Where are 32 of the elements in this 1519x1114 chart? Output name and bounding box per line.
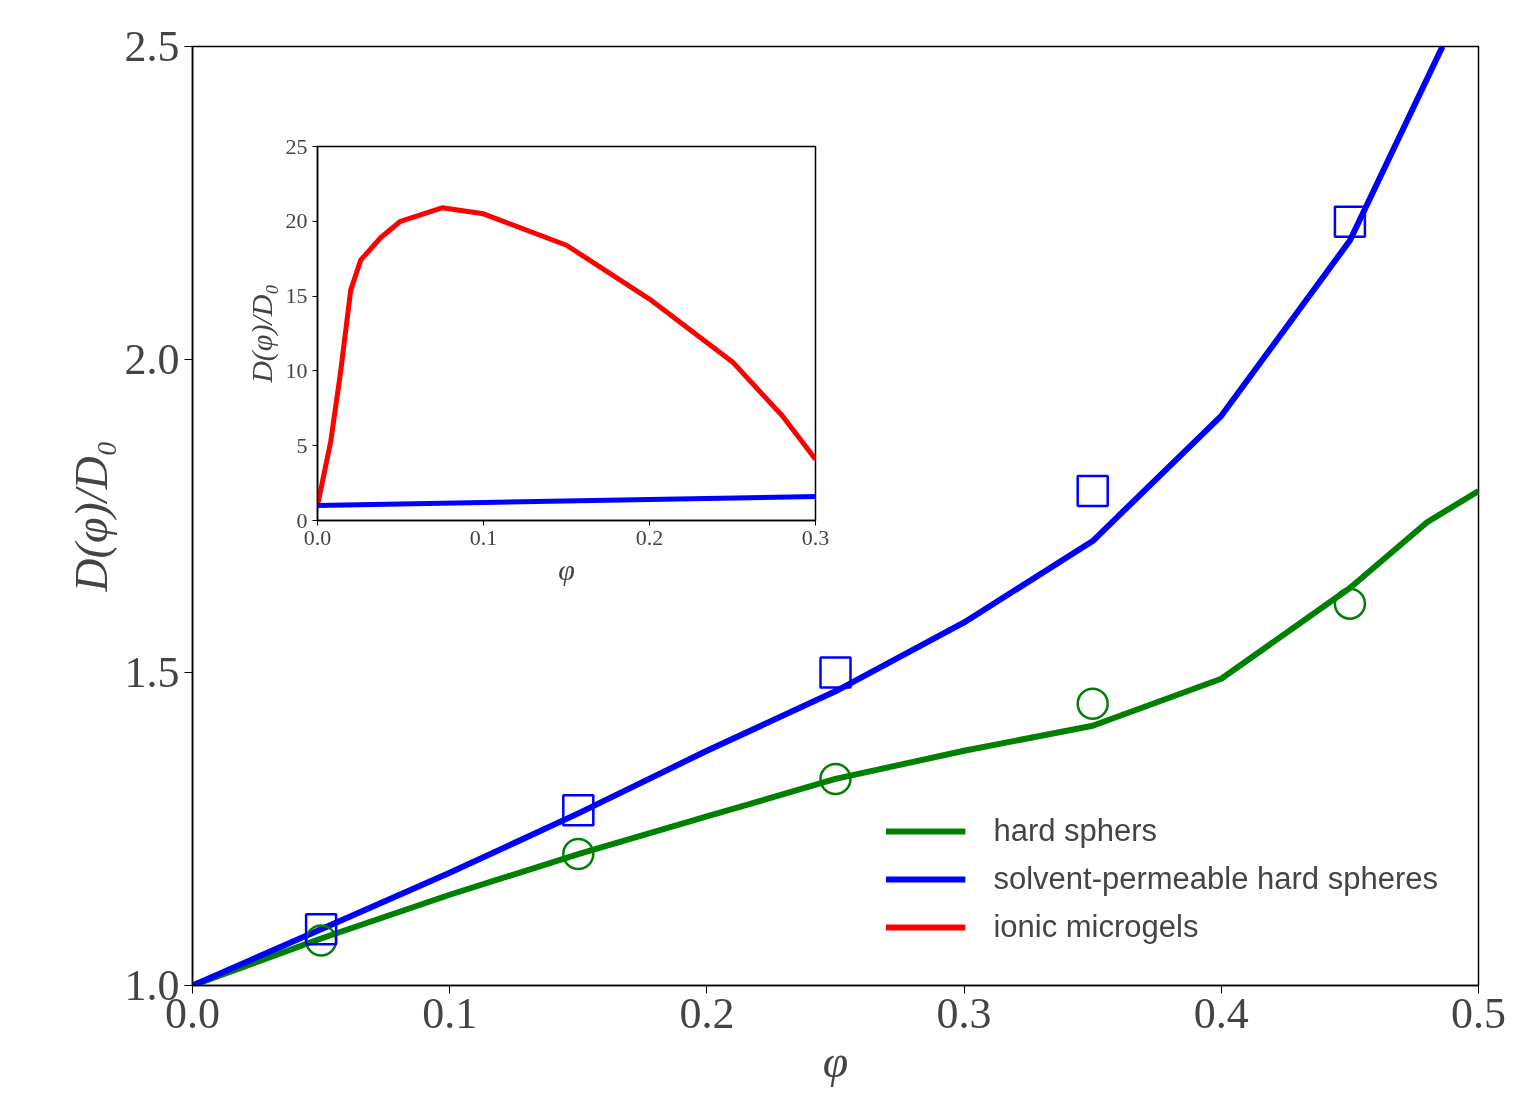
legend-label: solvent-permeable hard spheres [993, 861, 1438, 897]
y-axis-title: D(φ)/D₀ [244, 284, 279, 384]
point [562, 837, 595, 871]
y-tick-label: 15 [285, 283, 308, 309]
y-tick-label: 20 [285, 208, 308, 234]
y-tick-label: 10 [285, 357, 308, 383]
x-tick-label: 0.3 [801, 524, 830, 550]
y-tick-label: 25 [285, 133, 308, 159]
legend-label: hard sphers [993, 813, 1158, 849]
y-tick-label: 2.5 [124, 22, 180, 71]
point [304, 912, 338, 946]
point [1076, 474, 1109, 508]
point [819, 656, 852, 689]
point [562, 793, 595, 827]
x-axis-title: φ [822, 1035, 849, 1087]
y-axis-title: D(φ)/D₀ [65, 440, 117, 593]
x-tick-label: 0.5 [1451, 988, 1506, 1038]
x-tick-label: 0.1 [469, 524, 498, 550]
point [1333, 587, 1367, 620]
x-tick-label: 0.2 [635, 524, 664, 550]
point [1333, 205, 1367, 239]
x-tick-label: 0.3 [936, 988, 992, 1038]
point [1076, 687, 1109, 721]
text: ionic microgels [993, 909, 1199, 944]
x-axis-title: φ [558, 552, 575, 586]
y-tick-label: 1.5 [124, 648, 180, 697]
y-tick-label: 2.0 [124, 335, 180, 384]
x-tick-label: 0.1 [422, 988, 478, 1038]
x-tick-label: 0.4 [1193, 988, 1249, 1038]
y-tick-label: 5 [296, 432, 308, 458]
x-tick-label: 0.2 [679, 988, 735, 1038]
point [819, 762, 852, 796]
